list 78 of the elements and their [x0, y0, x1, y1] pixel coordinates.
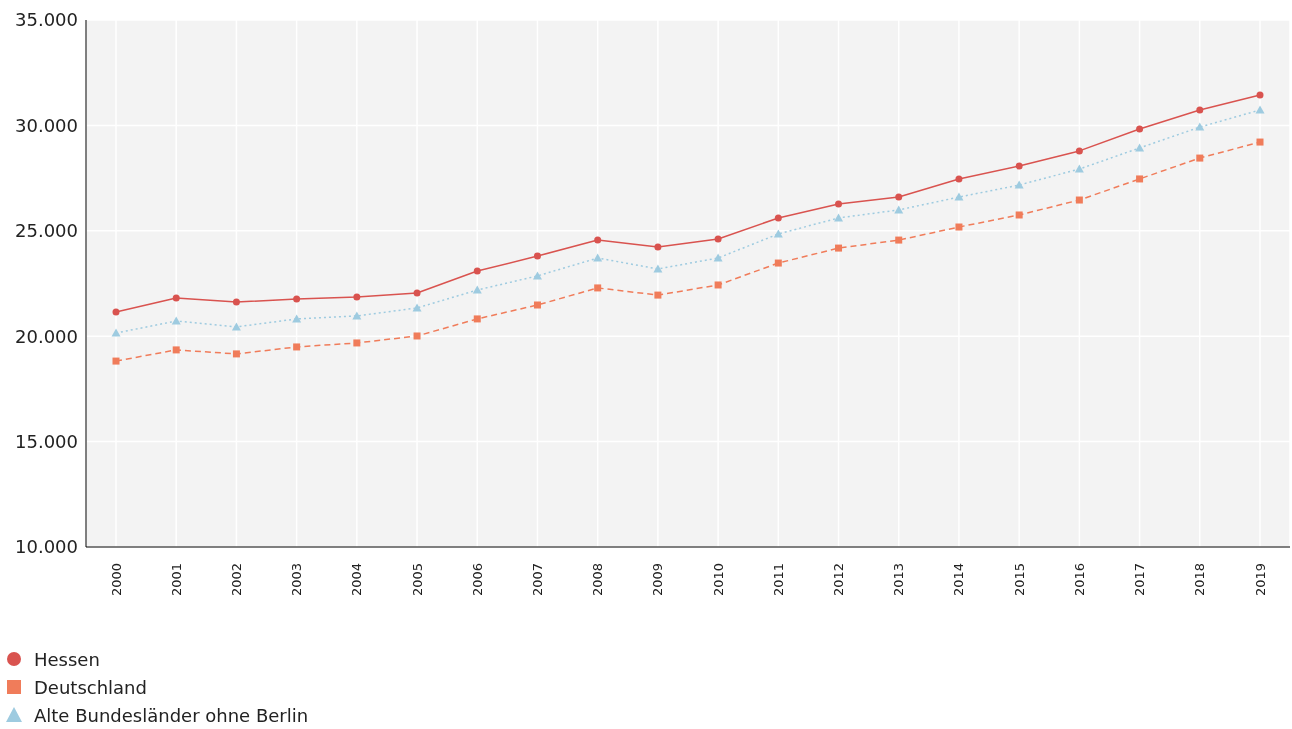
- legend-label: Alte Bundesländer ohne Berlin: [34, 704, 309, 726]
- point: [111, 328, 121, 337]
- point: [353, 339, 361, 347]
- point: [232, 350, 240, 358]
- point: [1136, 175, 1144, 183]
- x-tick-label: 2007: [529, 563, 545, 597]
- legend-label: Deutschland: [34, 676, 147, 698]
- point: [1255, 105, 1265, 114]
- point: [835, 200, 843, 208]
- point: [654, 291, 662, 299]
- point: [1196, 106, 1204, 114]
- point: [533, 252, 541, 260]
- y-tick-label: 35.000: [15, 9, 78, 31]
- x-tick-label: 2016: [1071, 563, 1087, 597]
- y-tick-label: 10.000: [15, 536, 78, 558]
- point: [594, 236, 602, 244]
- point: [293, 343, 301, 351]
- x-tick-label: 2015: [1011, 563, 1027, 597]
- point: [654, 243, 662, 251]
- x-tick-label: 2018: [1192, 563, 1208, 597]
- point: [171, 316, 181, 325]
- y-tick-label: 20.000: [15, 325, 78, 347]
- x-tick-label: 2001: [168, 563, 184, 597]
- y-tick-label: 25.000: [15, 220, 78, 242]
- x-tick-label: 2010: [710, 563, 726, 597]
- point: [413, 289, 421, 297]
- point: [955, 223, 963, 231]
- point: [1196, 154, 1204, 162]
- point: [472, 285, 482, 294]
- point: [532, 271, 542, 280]
- x-tick-label: 2004: [349, 563, 365, 597]
- point: [1075, 147, 1083, 155]
- point: [172, 294, 180, 302]
- point: [293, 295, 301, 303]
- x-tick-label: 2006: [469, 563, 485, 597]
- x-tick-label: 2008: [590, 563, 606, 597]
- point: [895, 193, 903, 201]
- point: [1015, 162, 1023, 170]
- x-tick-label: 2002: [228, 563, 244, 597]
- x-tick-label: 2014: [951, 563, 967, 597]
- point: [473, 315, 481, 323]
- point: [1195, 122, 1205, 131]
- point: [835, 244, 843, 252]
- y-tick-label: 30.000: [15, 114, 78, 136]
- point: [172, 346, 180, 354]
- x-tick-label: 2000: [108, 563, 124, 597]
- point: [413, 332, 421, 340]
- y-tick-label: 15.000: [15, 430, 78, 452]
- point: [353, 293, 361, 301]
- point: [774, 259, 782, 267]
- point: [955, 175, 963, 183]
- x-tick-label: 2009: [650, 563, 666, 597]
- point: [1075, 196, 1083, 204]
- point: [1014, 180, 1024, 189]
- x-tick-label: 2011: [770, 563, 786, 597]
- point: [1136, 125, 1144, 133]
- point: [1256, 91, 1264, 99]
- point: [1256, 138, 1264, 146]
- x-tick-label: 2013: [891, 563, 907, 597]
- point: [594, 284, 602, 292]
- point: [1015, 211, 1023, 219]
- point: [954, 192, 964, 201]
- point: [232, 298, 240, 306]
- x-tick-label: 2003: [289, 563, 305, 597]
- point: [714, 281, 722, 289]
- point: [473, 267, 481, 275]
- point: [895, 236, 903, 244]
- point: [112, 357, 120, 365]
- point: [112, 308, 120, 316]
- legend-label: Hessen: [34, 648, 100, 670]
- x-tick-label: 2005: [409, 563, 425, 597]
- point: [774, 214, 782, 222]
- x-tick-label: 2017: [1132, 563, 1148, 597]
- point: [1074, 164, 1084, 173]
- x-tick-label: 2012: [831, 563, 847, 597]
- point: [714, 235, 722, 243]
- point: [533, 301, 541, 309]
- x-tick-label: 2019: [1252, 563, 1268, 597]
